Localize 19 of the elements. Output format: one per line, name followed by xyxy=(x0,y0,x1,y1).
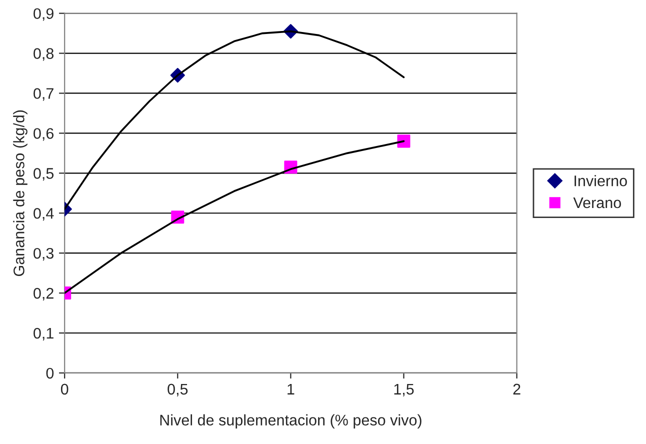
y-tick-label: 0,3 xyxy=(34,248,54,261)
x-tick-label: 2 xyxy=(513,384,520,394)
x-tick-label: 0 xyxy=(60,384,68,395)
y-tick-label: 0,2 xyxy=(34,288,54,301)
x-tick-label: 1,5 xyxy=(394,384,414,396)
y-tick-label: 0,4 xyxy=(34,208,54,221)
y-axis-title: Ganancia de peso (kg/d) xyxy=(13,110,28,276)
y-tick-label: 0,5 xyxy=(34,168,54,181)
y-tick-label: 0,8 xyxy=(34,48,54,61)
y-tick-label: 0,7 xyxy=(34,88,54,101)
legend-label: Verano xyxy=(573,198,621,208)
legend-label: Invierno xyxy=(574,175,627,186)
y-tick-label: 0,6 xyxy=(34,128,54,141)
x-axis-title: Nivel de suplementacion (% peso vivo) xyxy=(160,414,422,429)
y-tick-label: 0,9 xyxy=(34,8,54,21)
x-tick-label: 0,5 xyxy=(168,384,188,396)
x-tick-label: 1 xyxy=(288,384,294,394)
y-tick-label: 0 xyxy=(46,368,54,379)
y-tick-label: 0,1 xyxy=(34,328,54,340)
